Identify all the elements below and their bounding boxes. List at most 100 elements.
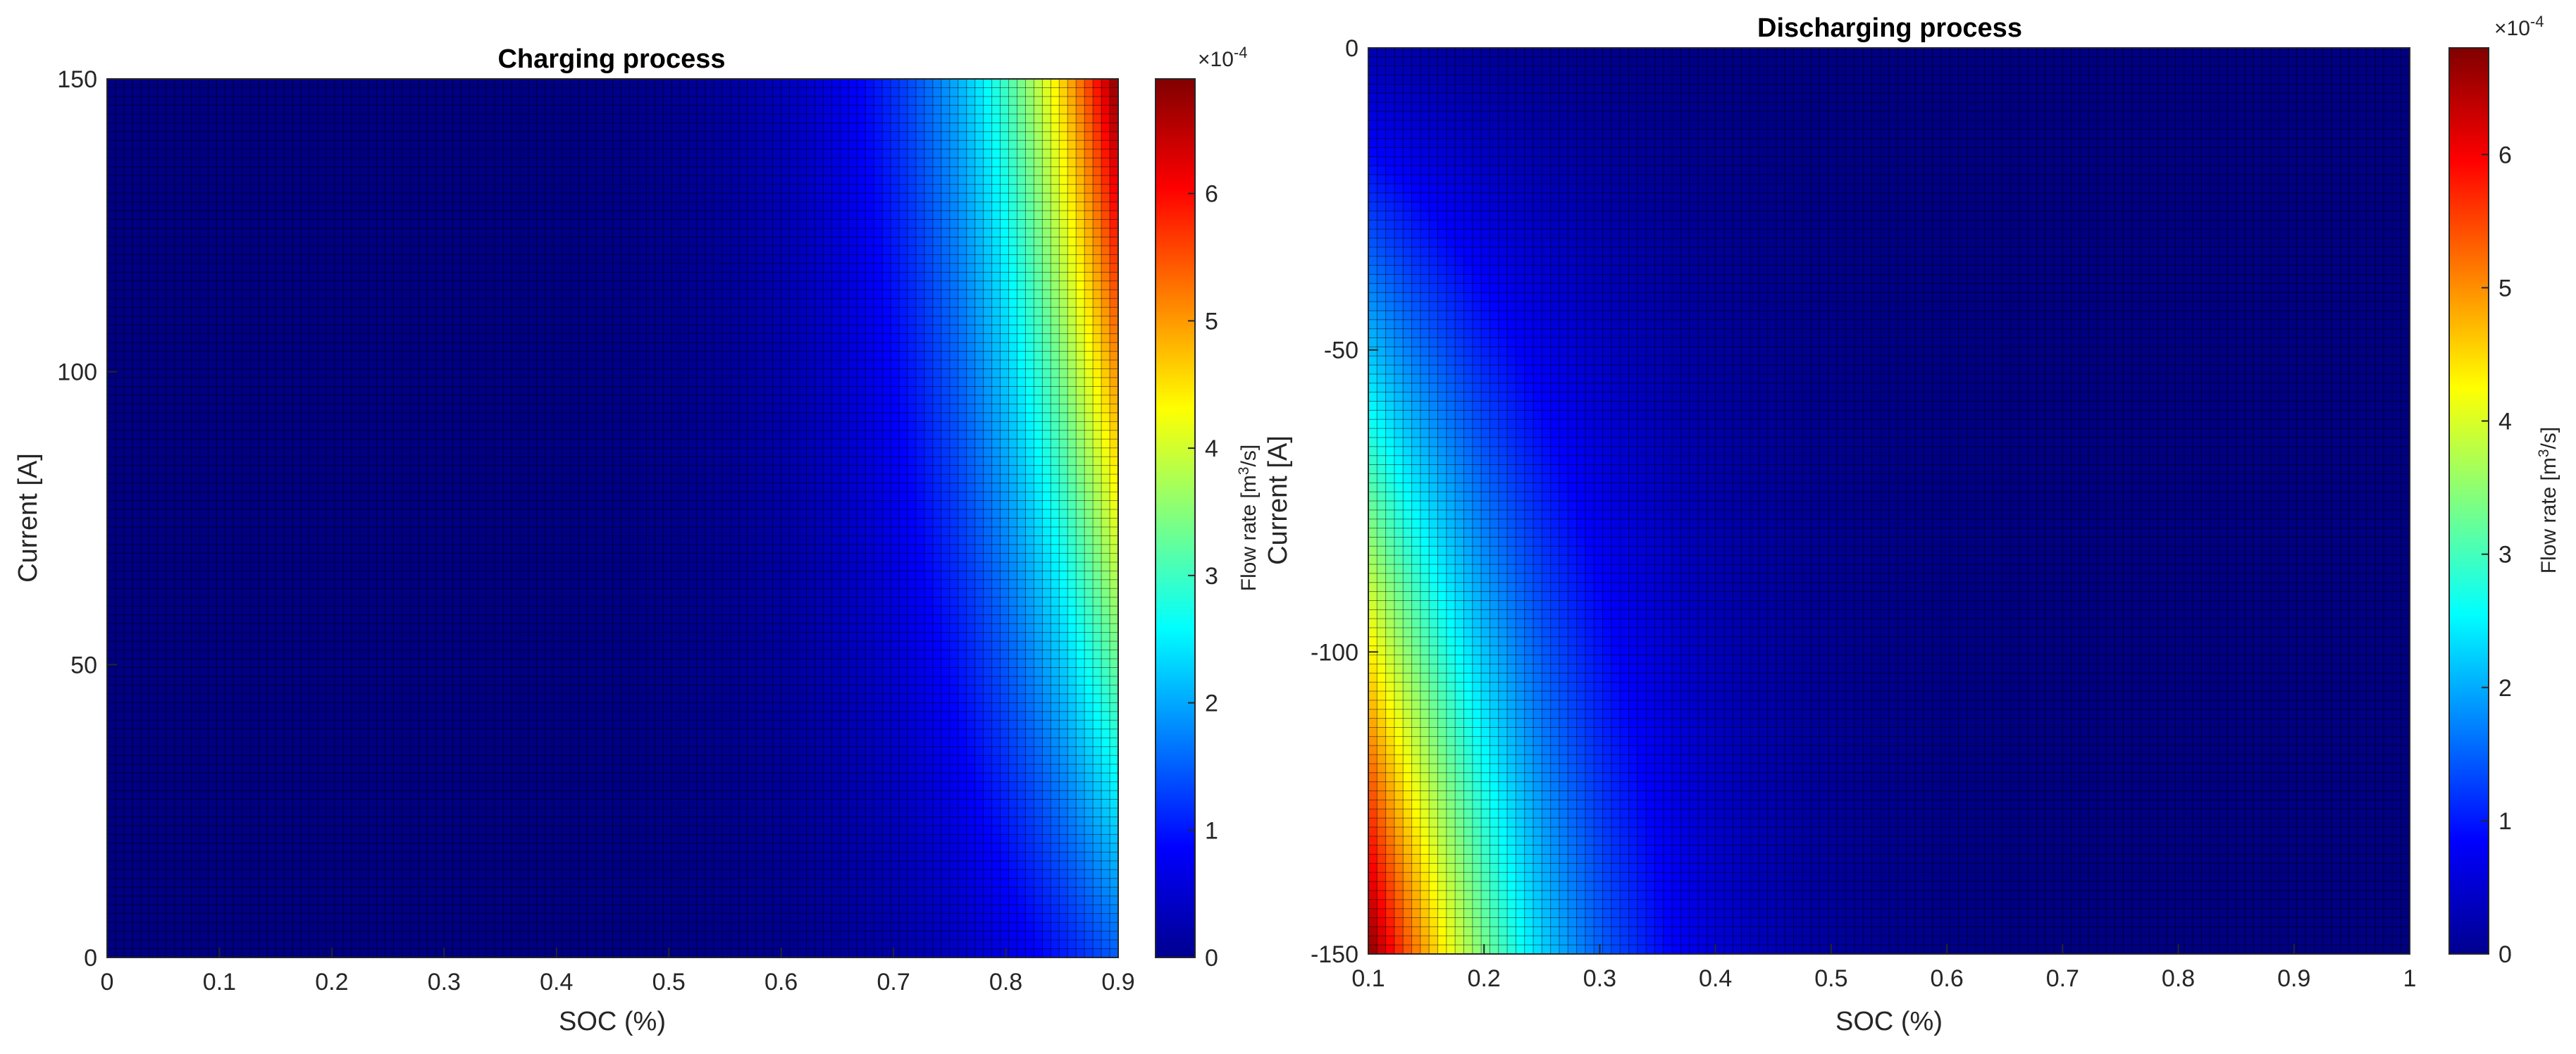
heatmap-cell bbox=[149, 588, 159, 598]
heatmap-cell bbox=[140, 860, 150, 870]
heatmap-cell bbox=[519, 817, 529, 826]
heatmap-cell bbox=[1025, 650, 1035, 659]
heatmap-cell bbox=[604, 940, 614, 950]
heatmap-cell bbox=[974, 940, 984, 950]
heatmap-cell bbox=[831, 764, 841, 774]
heatmap-cell bbox=[301, 913, 310, 923]
heatmap-cell bbox=[267, 667, 276, 677]
heatmap-cell bbox=[1017, 781, 1027, 791]
heatmap-cell bbox=[1067, 869, 1077, 879]
heatmap-cell bbox=[469, 887, 478, 897]
heatmap-cell bbox=[342, 588, 352, 598]
heatmap-cell bbox=[495, 588, 504, 598]
heatmap-cell bbox=[941, 781, 950, 791]
heatmap-cell bbox=[461, 693, 470, 703]
heatmap-cell bbox=[789, 825, 799, 836]
heatmap-cell bbox=[924, 895, 934, 905]
heatmap-cell bbox=[351, 746, 361, 756]
heatmap-cell bbox=[334, 860, 344, 870]
heatmap-cell bbox=[107, 869, 116, 879]
heatmap-cell bbox=[587, 738, 597, 748]
heatmap-cell bbox=[823, 676, 833, 686]
heatmap-cell bbox=[402, 738, 411, 748]
heatmap-cell bbox=[123, 738, 133, 748]
heatmap-cell bbox=[225, 825, 234, 836]
heatmap-cell bbox=[916, 624, 925, 633]
heatmap-cell bbox=[553, 702, 563, 712]
heatmap-cell bbox=[806, 905, 816, 914]
heatmap-cell bbox=[174, 650, 184, 659]
heatmap-cell bbox=[612, 588, 622, 598]
heatmap-cell bbox=[132, 817, 142, 826]
heatmap-cell bbox=[983, 895, 993, 905]
heatmap-cell bbox=[284, 913, 293, 923]
heatmap-cell bbox=[317, 825, 327, 836]
heatmap-cell bbox=[688, 659, 698, 669]
heatmap-cell bbox=[216, 597, 226, 607]
heatmap-cell bbox=[250, 693, 259, 703]
heatmap-cell bbox=[798, 632, 807, 642]
heatmap-cell bbox=[680, 931, 689, 941]
heatmap-cell bbox=[351, 790, 361, 800]
heatmap-cell bbox=[140, 948, 150, 958]
heatmap-cell bbox=[419, 711, 428, 721]
heatmap-cell bbox=[410, 808, 420, 818]
heatmap-cell bbox=[132, 860, 142, 870]
heatmap-cell bbox=[536, 632, 546, 642]
heatmap-cell bbox=[680, 685, 689, 695]
heatmap-cell bbox=[747, 948, 757, 958]
heatmap-cell bbox=[225, 641, 234, 651]
heatmap-cell bbox=[974, 728, 984, 738]
heatmap-cell bbox=[916, 878, 925, 888]
heatmap-cell bbox=[393, 922, 403, 932]
heatmap-cell bbox=[452, 781, 462, 791]
heatmap-cell bbox=[924, 606, 934, 616]
heatmap-cell bbox=[688, 913, 698, 923]
heatmap-cell bbox=[242, 905, 251, 914]
heatmap-cell bbox=[376, 808, 386, 818]
heatmap-cell bbox=[435, 667, 445, 677]
heatmap-cell bbox=[452, 624, 462, 633]
heatmap-cell bbox=[284, 685, 293, 695]
heatmap-cell bbox=[570, 860, 580, 870]
heatmap-cell bbox=[655, 878, 664, 888]
heatmap-cell bbox=[132, 895, 142, 905]
heatmap-cell bbox=[663, 948, 672, 958]
heatmap-cell bbox=[385, 825, 395, 836]
heatmap-cell bbox=[578, 790, 588, 800]
heatmap-cell bbox=[697, 659, 706, 669]
heatmap-cell bbox=[1110, 843, 1119, 852]
heatmap-cell bbox=[983, 948, 993, 958]
heatmap-cell bbox=[663, 632, 672, 642]
heatmap-cell bbox=[789, 676, 799, 686]
heatmap-cell bbox=[772, 641, 782, 651]
heatmap-cell bbox=[503, 659, 512, 669]
heatmap-cell bbox=[393, 606, 403, 616]
heatmap-cell bbox=[755, 624, 765, 633]
heatmap-cell bbox=[157, 676, 167, 686]
heatmap-cell bbox=[974, 693, 984, 703]
heatmap-cell bbox=[149, 860, 159, 870]
heatmap-cell bbox=[174, 597, 184, 607]
heatmap-cell bbox=[275, 905, 285, 914]
heatmap-cell bbox=[216, 843, 226, 852]
heatmap-cell bbox=[553, 860, 563, 870]
heatmap-cell bbox=[638, 746, 647, 756]
heatmap-cell bbox=[705, 614, 714, 624]
heatmap-cell bbox=[587, 641, 597, 651]
heatmap-cell bbox=[469, 781, 478, 791]
heatmap-cell bbox=[1000, 650, 1010, 659]
heatmap-cell bbox=[722, 650, 731, 659]
heatmap-cell bbox=[671, 614, 681, 624]
heatmap-cell bbox=[865, 738, 874, 748]
heatmap-cell bbox=[646, 711, 655, 721]
heatmap-cell bbox=[495, 746, 504, 756]
heatmap-cell bbox=[974, 773, 984, 783]
heatmap-cell bbox=[974, 597, 984, 607]
heatmap-cell bbox=[427, 588, 436, 598]
heatmap-cell bbox=[857, 720, 866, 730]
heatmap-cell bbox=[267, 632, 276, 642]
heatmap-cell bbox=[974, 852, 984, 862]
heatmap-cell bbox=[924, 728, 934, 738]
heatmap-cell bbox=[587, 860, 597, 870]
